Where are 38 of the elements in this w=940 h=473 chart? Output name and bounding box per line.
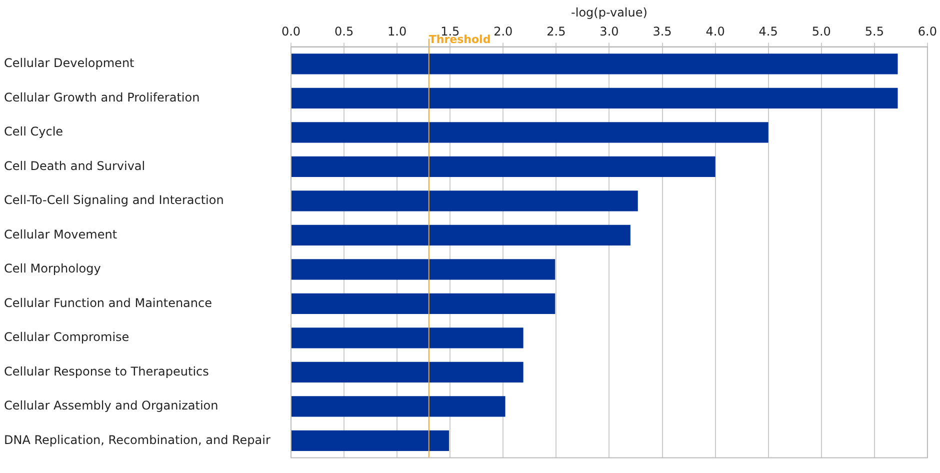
x-tick-label: 2.0 (494, 24, 513, 39)
x-tick-label: 3.0 (600, 24, 619, 39)
bar (292, 224, 630, 246)
bar (292, 362, 524, 382)
x-tick-label: 3.5 (652, 24, 672, 39)
bar (292, 328, 524, 348)
y-tick-label: Cellular Growth and Proliferation (4, 90, 200, 104)
y-tick-label: Cellular Assembly and Organization (4, 398, 218, 413)
y-tick-label: Cellular Function and Maintenance (4, 296, 212, 310)
y-tick-label: Cell Death and Survival (4, 158, 146, 173)
bar (292, 396, 506, 417)
x-tick-label: 0.5 (334, 24, 354, 39)
bar (292, 122, 768, 143)
y-tick-label: Cellular Movement (4, 227, 118, 242)
x-tick-label: 4.0 (706, 24, 725, 39)
y-tick-label: Cellular Response to Therapeutics (4, 364, 209, 378)
y-tick-label: Cell-To-Cell Signaling and Interaction (4, 193, 224, 208)
y-tick-label: Cell Cycle (4, 124, 64, 139)
x-tick-label: 5.0 (812, 24, 831, 39)
x-tick-label: 0.0 (281, 24, 301, 39)
x-tick-label: 2.5 (546, 24, 566, 39)
bar (292, 156, 716, 177)
bar (292, 88, 898, 108)
y-tick-label: DNA Replication, Recombination, and Repair (4, 432, 270, 447)
y-tick-label: Cellular Development (4, 56, 135, 70)
y-tick-label: Cellular Compromise (4, 330, 130, 344)
ref-line-label: Threshold (428, 33, 491, 46)
x-tick-label: 1.0 (388, 24, 407, 39)
x-tick-label: 6.0 (918, 24, 938, 39)
bar (292, 259, 556, 280)
x-tick-label: 5.5 (864, 24, 884, 39)
bar (292, 430, 450, 451)
x-tick-label: 4.5 (758, 24, 778, 39)
bar (292, 293, 556, 314)
x-axis-title: -log(p-value) (571, 5, 648, 20)
bar (292, 190, 638, 212)
bar (292, 54, 898, 74)
y-tick-label: Cell Morphology (4, 262, 101, 276)
